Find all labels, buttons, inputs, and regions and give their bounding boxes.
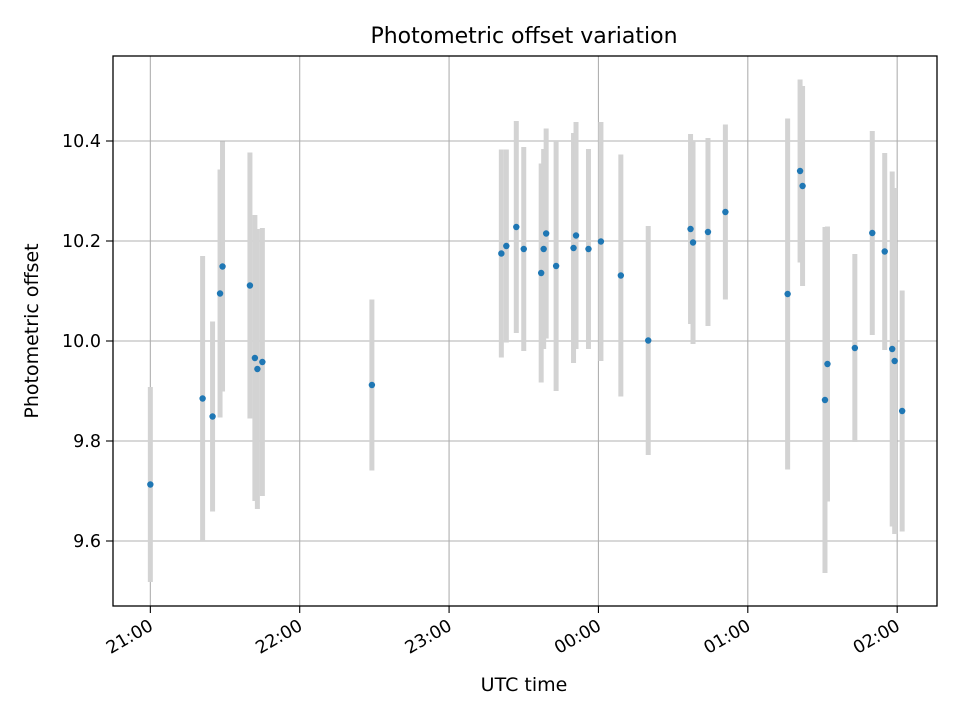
data-point [542, 230, 550, 237]
data-point [520, 245, 527, 253]
data-point [824, 360, 831, 368]
chart-title: Photometric offset variation [370, 24, 677, 49]
data-point [219, 263, 226, 270]
y-tick-label: 10.0 [62, 332, 101, 352]
data-point [246, 282, 254, 289]
data-point [722, 208, 729, 216]
y-axis-ticks: 9.6 9.8 10.0 10.2 10.4 [62, 132, 113, 552]
data-point [368, 381, 376, 389]
data-point [891, 357, 898, 365]
data-point [147, 481, 154, 488]
data-point [704, 228, 712, 236]
data-point [251, 354, 259, 362]
data-point [796, 167, 804, 175]
data-point [503, 242, 510, 250]
data-point [209, 413, 216, 420]
data-point [199, 395, 206, 402]
data-point [254, 365, 261, 373]
data-point [537, 269, 545, 277]
data-point [687, 225, 694, 233]
data-point [645, 337, 652, 344]
data-point [617, 272, 625, 279]
y-axis-label: Photometric offset [21, 243, 43, 418]
y-tick-label: 9.6 [73, 532, 101, 552]
data-point [498, 250, 505, 257]
y-tick-label: 10.2 [62, 232, 101, 252]
plot-area-frame [112, 55, 938, 607]
data-point [597, 238, 605, 245]
data-point [888, 345, 896, 353]
data-point [851, 344, 859, 352]
data-points [147, 167, 906, 488]
data-point [570, 244, 577, 252]
data-point [799, 182, 806, 190]
data-point [540, 245, 547, 253]
data-point [585, 245, 592, 253]
data-point [216, 290, 224, 297]
data-point [784, 290, 791, 298]
data-point [689, 239, 697, 246]
data-point [552, 262, 560, 270]
data-point [898, 407, 906, 415]
data-point [572, 232, 580, 239]
data-point [821, 396, 829, 404]
data-point [259, 358, 266, 366]
data-point [513, 223, 520, 231]
data-point [869, 229, 876, 237]
y-tick-label: 10.4 [62, 132, 101, 152]
y-tick-label: 9.8 [73, 432, 101, 452]
data-point [881, 248, 888, 255]
x-axis-label: UTC time [481, 674, 568, 696]
